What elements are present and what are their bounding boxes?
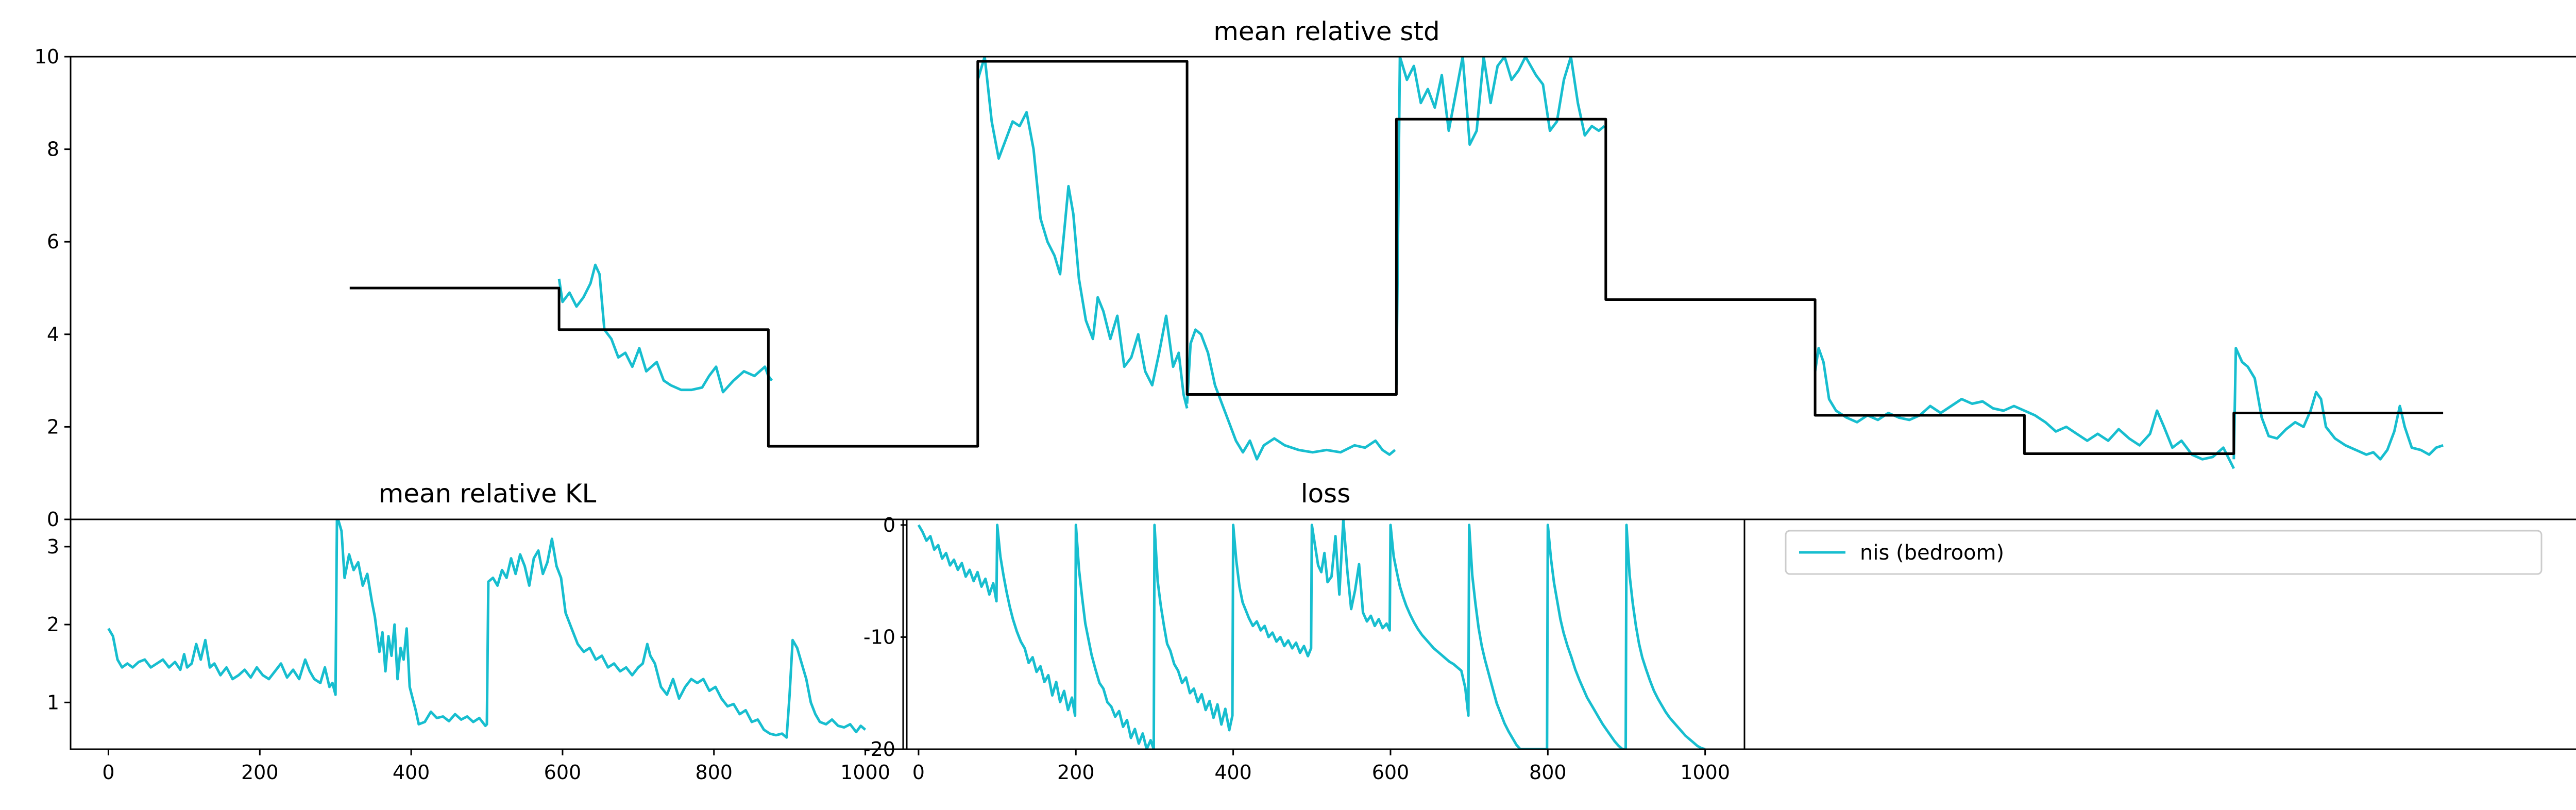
legend-box	[1785, 530, 2543, 575]
kl-x-tick-label: 0	[102, 761, 114, 784]
std-reference-line	[349, 60, 2444, 455]
kl-x-tick-label: 400	[393, 761, 430, 784]
std-series-segment	[1395, 57, 1605, 385]
std-series-segment	[976, 57, 1189, 409]
loss-panel: loss -20 -10 0 0 200 400 600 800 1000	[863, 479, 1745, 784]
loss-ticks: -20 -10 0 0 200 400 600 800 1000	[863, 514, 1730, 784]
std-y-ticks: 0 2 4 6 8 10	[35, 45, 71, 531]
std-series-segment	[1814, 347, 2235, 469]
std-series-segment	[557, 263, 773, 394]
std-y-tick-label: 8	[47, 138, 59, 161]
std-title: mean relative std	[1213, 16, 1440, 46]
kl-y-tick-label: 1	[47, 691, 59, 714]
loss-x-tick-label: 800	[1529, 761, 1567, 784]
kl-x-tick-label: 1000	[840, 761, 890, 784]
kl-y-tick-label: 3	[47, 535, 59, 558]
std-lines	[349, 57, 2444, 469]
kl-x-tick-label: 200	[241, 761, 279, 784]
loss-lines	[917, 519, 1706, 749]
kl-lines	[107, 519, 867, 739]
loss-x-tick-label: 0	[912, 761, 925, 784]
kl-series-line	[107, 519, 867, 739]
std-y-tick-label: 6	[47, 230, 59, 253]
loss-y-tick-label: -10	[863, 626, 895, 648]
loss-series-line	[917, 519, 1706, 749]
kl-x-tick-label: 800	[695, 761, 733, 784]
loss-x-tick-label: 200	[1057, 761, 1095, 784]
std-series-segment	[1185, 328, 1396, 461]
legend-label-nis-bedroom: nis (bedroom)	[1860, 541, 2004, 565]
loss-x-tick-label: 1000	[1680, 761, 1730, 784]
loss-x-tick-label: 400	[1214, 761, 1252, 784]
kl-x-tick-label: 600	[544, 761, 582, 784]
loss-x-tick-label: 600	[1372, 761, 1410, 784]
std-panel: mean relative std 0 2 4 6 8 10	[35, 16, 2576, 531]
loss-y-tick-label: -20	[863, 738, 895, 761]
loss-title: loss	[1301, 479, 1351, 509]
std-y-tick-label: 4	[47, 323, 59, 346]
std-series-segment	[2232, 347, 2444, 461]
legend-panel: nis (bedroom)	[1743, 518, 2576, 750]
std-y-tick-label: 2	[47, 415, 59, 438]
legend-axes-frame	[1743, 518, 2576, 750]
kl-axes-frame	[70, 518, 904, 750]
kl-panel: mean relative KL 1 2 3 0 200 400 600 800 1000	[47, 479, 904, 784]
kl-title: mean relative KL	[379, 479, 597, 509]
kl-y-tick-label: 2	[47, 613, 59, 636]
kl-ticks: 1 2 3 0 200 400 600 800 1000	[47, 535, 890, 784]
std-y-tick-label: 0	[47, 508, 59, 531]
loss-y-tick-label: 0	[883, 514, 895, 536]
std-y-tick-label: 10	[35, 45, 59, 68]
